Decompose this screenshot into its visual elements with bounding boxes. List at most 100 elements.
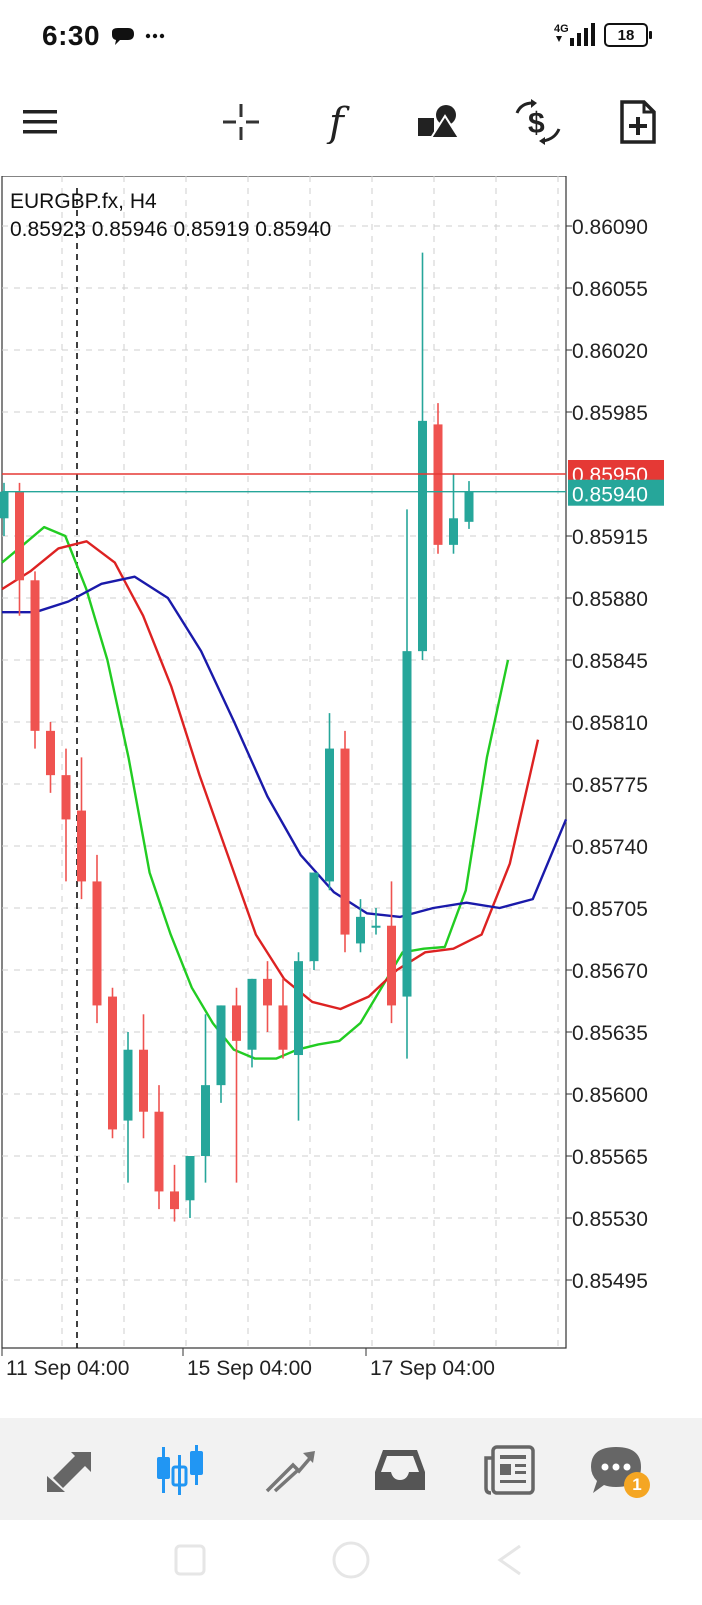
- svg-text:$: $: [528, 107, 545, 140]
- candle: [123, 1032, 133, 1183]
- candle: [185, 1156, 195, 1218]
- candle: [247, 978, 257, 1068]
- candle-body: [77, 810, 86, 882]
- nav-messages[interactable]: 1: [586, 1440, 650, 1500]
- candle-body: [170, 1191, 179, 1210]
- price-label: 0.85880: [572, 588, 648, 611]
- price-label: 0.86055: [572, 278, 648, 301]
- bid-price-label: 0.85940: [572, 484, 648, 507]
- candle: [340, 730, 350, 953]
- recent-apps-icon[interactable]: [174, 1544, 206, 1576]
- ma-line-green: [1, 525, 510, 1060]
- candle-body: [232, 1005, 241, 1041]
- plot-frame: [1, 175, 567, 1349]
- candle-body: [418, 420, 427, 652]
- candle: [108, 987, 117, 1139]
- nav-chart[interactable]: [150, 1440, 210, 1500]
- chat-notification-icon: [112, 28, 165, 45]
- chart-toolbar: f $: [0, 76, 702, 176]
- candle: [309, 872, 319, 970]
- ma-line-blue: [2, 575, 568, 919]
- candle: [201, 1014, 210, 1183]
- indicators-button[interactable]: f: [313, 94, 369, 150]
- candle-body: [449, 518, 458, 545]
- candle: [46, 722, 55, 793]
- price-label: 0.85740: [572, 836, 648, 859]
- candle: [170, 1164, 179, 1222]
- candle-body: [325, 748, 334, 882]
- symbols-icon: $: [515, 99, 561, 145]
- price-label: 0.85845: [572, 650, 648, 673]
- candle: [92, 854, 102, 1024]
- candle-body: [46, 730, 55, 776]
- nav-history[interactable]: [370, 1440, 430, 1500]
- price-label: 0.85600: [572, 1084, 648, 1107]
- candle: [387, 881, 396, 1024]
- price-chart[interactable]: 0.85950 0.85940 0.86090 0.86055 0.86020 0.85…: [0, 175, 702, 1420]
- candle-body: [263, 978, 272, 1006]
- status-time: 6:30: [42, 20, 101, 51]
- nav-quotes[interactable]: [40, 1440, 100, 1500]
- price-label: 0.85810: [572, 712, 648, 735]
- price-label: 0.85530: [572, 1208, 648, 1231]
- back-icon[interactable]: [497, 1544, 521, 1576]
- crosshair-button[interactable]: [213, 94, 269, 150]
- messages-badge: 1: [624, 1472, 650, 1498]
- candle-body: [108, 996, 117, 1130]
- battery-indicator: 18: [604, 23, 652, 47]
- candle: [232, 987, 241, 1183]
- candle-body: [278, 1005, 288, 1050]
- candles: [0, 252, 474, 1222]
- candle-body: [139, 1049, 148, 1112]
- candle: [278, 978, 288, 1059]
- nav-trade[interactable]: [260, 1440, 320, 1500]
- candle-body: [92, 881, 102, 1006]
- candle: [464, 481, 474, 529]
- price-label: 0.85775: [572, 774, 648, 797]
- candle: [30, 571, 40, 749]
- candle-body: [15, 491, 24, 581]
- candle-body: [402, 651, 412, 997]
- menu-button[interactable]: [12, 94, 68, 150]
- nav-news[interactable]: [480, 1440, 540, 1500]
- new-order-icon: [620, 100, 656, 144]
- time-axis: 11 Sep 04:00 15 Sep 04:00 17 Sep 04:00: [1, 1348, 495, 1380]
- history-icon: [375, 1450, 425, 1490]
- home-icon[interactable]: [332, 1541, 370, 1579]
- candle: [139, 1014, 148, 1139]
- news-icon: [484, 1445, 535, 1495]
- crosshair-icon: [223, 104, 259, 140]
- new-order-button[interactable]: [610, 94, 666, 150]
- price-label: 0.85915: [572, 526, 648, 549]
- status-bar: 6:30 4G 18: [0, 0, 702, 76]
- candle-body: [433, 424, 443, 545]
- chart-header: EURGBP.fx, H4 0.85923 0.85946 0.85919 0.…: [10, 188, 331, 244]
- candle-body: [340, 748, 350, 935]
- price-label: 0.86090: [572, 216, 648, 239]
- quotes-icon: [47, 1452, 91, 1492]
- candle-body: [201, 1085, 210, 1156]
- chart-icon: [157, 1445, 203, 1495]
- moving-averages: [1, 525, 568, 1060]
- price-label: 0.85495: [572, 1270, 648, 1293]
- symbols-button[interactable]: $: [510, 94, 566, 150]
- candle-body: [30, 580, 40, 731]
- ohlc-values: 0.85923 0.85946 0.85919 0.85940: [10, 218, 332, 241]
- candle-body: [0, 491, 9, 519]
- price-label: 0.85705: [572, 898, 648, 921]
- candle: [418, 252, 427, 660]
- objects-icon: [418, 105, 461, 139]
- candle-body: [247, 978, 257, 1050]
- status-right: 4G 18: [554, 22, 652, 48]
- candle-body: [387, 925, 396, 1006]
- objects-button[interactable]: [410, 94, 466, 150]
- indicators-icon: f: [326, 100, 350, 144]
- grid: [1, 175, 567, 1349]
- candle: [263, 961, 272, 1032]
- candle-body: [61, 775, 71, 820]
- candle: [15, 482, 24, 616]
- candle: [154, 1085, 164, 1210]
- bottom-navigation: 1: [0, 1418, 702, 1520]
